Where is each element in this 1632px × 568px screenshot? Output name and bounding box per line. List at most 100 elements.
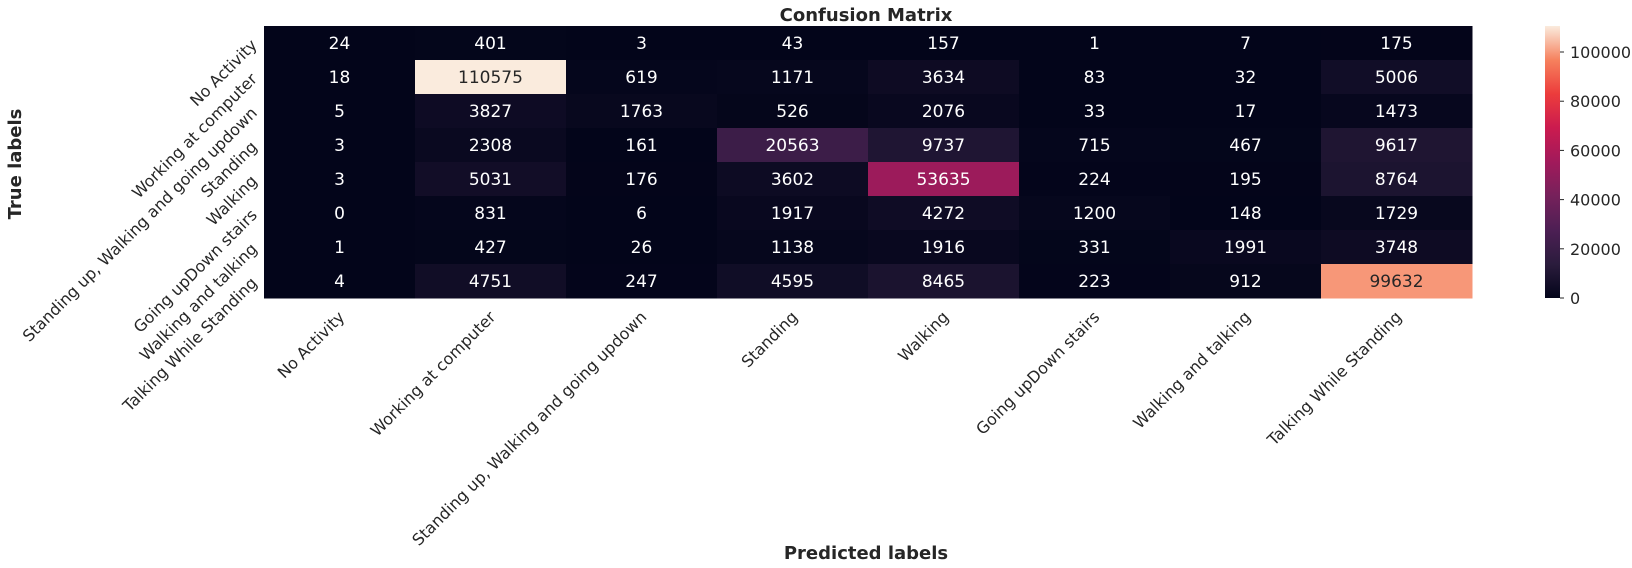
heatmap-cell [717,94,869,129]
heatmap-cell [1170,230,1322,265]
cell-value-label: 1916 [922,238,965,258]
cell-value-label: 3827 [469,102,512,122]
cell-value-label: 3 [334,170,345,190]
heatmap-cell [868,60,1020,95]
heatmap-cell [868,94,1020,129]
cell-value-label: 32 [1235,68,1257,88]
cell-value-label: 18 [329,68,351,88]
heatmap-cell [415,230,567,265]
heatmap-cell [717,128,869,163]
cell-value-label: 4595 [771,272,814,292]
cell-value-label: 3 [334,136,345,156]
heatmap-cell [1321,162,1473,197]
heatmap-cell [1321,60,1473,95]
cell-value-label: 3748 [1375,238,1418,258]
cell-value-label: 5 [334,102,345,122]
heatmap-cell [1170,162,1322,197]
cell-value-label: 83 [1084,68,1106,88]
cell-value-label: 912 [1229,272,1261,292]
x-tick-label: Standing up, Walking and going updown [408,307,650,549]
heatmap-cell [566,196,718,231]
colorbar-tick-label: 80000 [1570,92,1621,111]
heatmap-cell [717,26,869,61]
heatmap-cell [1019,162,1171,197]
cell-value-label: 223 [1078,272,1110,292]
cell-value-label: 1991 [1224,238,1267,258]
cell-value-label: 247 [625,272,657,292]
heatmap-cell [1321,128,1473,163]
heatmap-cell [1019,94,1171,129]
cell-value-label: 401 [474,34,506,54]
cell-value-label: 7 [1240,34,1251,54]
heatmap-cell [566,162,718,197]
heatmap-cell [415,162,567,197]
heatmap-cell [264,128,416,163]
heatmap-cell [868,128,1020,163]
heatmap-cell [717,196,869,231]
cell-value-label: 20563 [765,136,819,156]
cell-value-label: 5006 [1375,68,1418,88]
heatmap-cell [1019,26,1171,61]
heatmap-cells [264,26,1473,299]
x-tick-label: No Activity [274,307,349,382]
cell-value-label: 427 [474,238,506,258]
heatmap-cell [566,230,718,265]
x-axis-label: Predicted labels [784,543,948,564]
heatmap-cell [264,196,416,231]
colorbar-tick-label: 60000 [1570,141,1621,160]
cell-value-label: 5031 [469,170,512,190]
cell-value-label: 831 [474,204,506,224]
colorbar-tick-label: 100000 [1570,43,1631,62]
heatmap-cell [1019,196,1171,231]
cell-value-label: 1171 [771,68,814,88]
y-axis-label: True labels [5,109,26,220]
cell-value-label: 1200 [1073,204,1116,224]
cell-value-label: 0 [334,204,345,224]
cell-value-label: 2076 [922,102,965,122]
cell-value-label: 2308 [469,136,512,156]
heatmap-cell [1321,230,1473,265]
heatmap-cell [717,264,869,299]
colorbar-ticks: 0 20000 40000 60000 80000 100000 [1560,43,1631,308]
heatmap-cell [868,264,1020,299]
heatmap-cell [264,230,416,265]
heatmap-cell [1170,128,1322,163]
cell-value-label: 148 [1229,204,1261,224]
heatmap-cell [868,230,1020,265]
cell-value-label: 3634 [922,68,965,88]
cell-value-label: 4 [334,272,345,292]
heatmap-cell [264,94,416,129]
cell-value-label: 1473 [1375,102,1418,122]
cell-value-label: 175 [1380,34,1412,54]
cell-value-label: 1138 [771,238,814,258]
heatmap-cell [415,196,567,231]
heatmap-cell [1170,196,1322,231]
chart-title: Confusion Matrix [780,5,953,26]
cell-value-label: 176 [625,170,657,190]
heatmap-cell [1170,264,1322,299]
heatmap-cell [415,26,567,61]
cell-value-label: 526 [776,102,808,122]
heatmap-cell [566,26,718,61]
x-tick-label: Going upDown stairs [972,307,1103,438]
heatmap-cell [264,264,416,299]
cell-value-label: 9737 [922,136,965,156]
x-tick-label: Walking and talking [1129,307,1254,432]
heatmap-cell [566,128,718,163]
cell-value-label: 110575 [458,68,523,88]
cell-value-label: 17 [1235,102,1257,122]
heatmap-cell [717,230,869,265]
x-tick-label: Standing [737,307,801,371]
heatmap-cell [1019,264,1171,299]
heatmap-cell [868,26,1020,61]
colorbar-tick-label: 40000 [1570,191,1621,210]
heatmap-cell [264,26,416,61]
cell-value-label: 26 [631,238,653,258]
heatmap-cell [415,60,567,95]
cell-value-label: 161 [625,136,657,156]
cell-value-label: 4272 [922,204,965,224]
heatmap-cell [717,162,869,197]
